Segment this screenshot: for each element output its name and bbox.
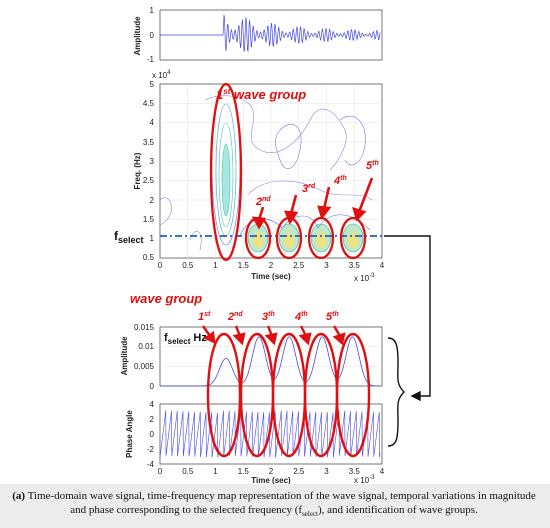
signal-ylabel: Amplitude: [133, 16, 142, 56]
caption-tail: ), and identification of wave groups.: [318, 504, 478, 516]
tf-grid: [160, 84, 382, 258]
magnitude-group-label-4: 4th: [294, 311, 308, 323]
tf-ytick: 2: [150, 196, 155, 205]
tf-group-label-4: 4th: [333, 175, 347, 187]
magnitude-ylabel: Amplitude: [120, 336, 129, 376]
tf-ytick: 5: [150, 80, 155, 89]
tf-xtick: 0: [158, 261, 163, 270]
phase-xtick: 2.5: [293, 467, 305, 476]
caption-text: Time-domain wave signal, time-frequency …: [25, 490, 536, 516]
tf-xtick: 4: [380, 261, 385, 270]
phase-ytick: -4: [147, 460, 155, 469]
phase-curve: [159, 410, 381, 458]
tf-xtick: 1: [213, 261, 218, 270]
phase-xticks: 0 0.5 1 1.5 2 2.5 3 3.5 4: [158, 467, 385, 476]
magnitude-ytick: 0.01: [138, 342, 154, 351]
phase-x-multiplier: x 10-3: [354, 475, 375, 484]
tf-ytick: 0.5: [143, 253, 155, 262]
magnitude-curve: [160, 336, 380, 387]
tf-x-multiplier: x 10-3: [354, 273, 375, 283]
phase-xtick: 3: [324, 467, 329, 476]
tf-yticks: 5 4.5 4 3.5 3 2.5 2 1.5 1 0.5: [143, 80, 155, 262]
figure-canvas: 1 0 -1 Amplitude: [114, 6, 431, 484]
tf-group-1-ellipse: [209, 82, 243, 262]
magnitude-group-label-2: 2nd: [227, 311, 243, 323]
caption-lead: (a): [12, 490, 26, 502]
magnitude-group-label-3: 3th: [262, 311, 275, 323]
tf-arrows: [251, 177, 374, 230]
magnitude-ytick: 0.015: [134, 323, 155, 332]
phase-ytick: 0: [150, 430, 155, 439]
tf-group-5-ellipse: [339, 216, 367, 260]
tf-ytick: 1: [150, 234, 155, 243]
magnitude-group-label-1: 1st: [198, 311, 211, 323]
tf-y-multiplier: x 104: [152, 70, 171, 80]
tf-ytick: 3: [150, 157, 155, 166]
magnitude-panel: wave group 0.015 0.01 0.005 0 Amplitude …: [120, 291, 383, 391]
signal-ytick: 0: [150, 31, 155, 40]
tf-xlabel: Time (sec): [251, 272, 291, 281]
tf-xtick: 2: [269, 261, 274, 270]
tf-fselect-label: fselect: [114, 229, 144, 245]
magnitude-group-label-5: 5th: [326, 311, 339, 323]
wave-group-title: wave group: [130, 291, 202, 306]
signal-panel: 1 0 -1 Amplitude: [133, 6, 383, 64]
tf-group-label-2: 2nd: [255, 196, 271, 208]
tf-first-group-label: 1st wave group: [216, 87, 306, 102]
phase-xtick: 1.5: [238, 467, 250, 476]
phase-xtick: 0: [158, 467, 163, 476]
signal-curve: [160, 14, 381, 53]
tf-xtick: 3: [324, 261, 329, 270]
phase-xtick: 0.5: [182, 467, 194, 476]
tf-ytick: 3.5: [143, 138, 155, 147]
tf-ytick: 2.5: [143, 176, 155, 185]
figure-caption: (a) Time-domain wave signal, time-freque…: [0, 484, 550, 528]
phase-ylabel: Phase Angle: [125, 410, 134, 458]
phase-ytick: 2: [150, 415, 155, 424]
tf-group-label-5: 5th: [366, 160, 379, 172]
magnitude-ytick: 0.005: [134, 362, 155, 371]
magnitude-ytick: 0: [150, 382, 155, 391]
magnitude-arrows: [202, 325, 346, 346]
tf-xticks: 0 0.5 1 1.5 2 2.5 3 3.5 4: [158, 261, 385, 270]
tf-xtick: 3.5: [349, 261, 361, 270]
signal-ytick: 1: [150, 6, 155, 15]
tf-map-panel: 1st wave group 2nd 3rd 4th 5th 5 4.5 4 3…: [114, 70, 385, 283]
tf-xtick: 0.5: [182, 261, 194, 270]
tf-ytick: 4: [150, 118, 155, 127]
tf-xtick: 2.5: [293, 261, 305, 270]
phase-ytick: -2: [147, 445, 155, 454]
fselect-connector: [384, 235, 431, 447]
phase-xtick: 2: [269, 467, 274, 476]
caption-subscript: select: [302, 510, 318, 519]
tf-group-label-3: 3rd: [302, 183, 316, 195]
tf-xtick: 1.5: [238, 261, 250, 270]
phase-ytick: 4: [150, 400, 155, 409]
wave-group-5-ellipse: [335, 332, 371, 458]
magnitude-group-labels: 1st 2nd 3th 4th 5th: [198, 311, 339, 323]
phase-panel: 4 2 0 -2 -4 Phase Angle 0 0.5 1 1.5 2 2.…: [125, 400, 385, 484]
phase-xtick: 1: [213, 467, 218, 476]
tf-ytick: 4.5: [143, 99, 155, 108]
tf-ylabel: Freq. (Hz): [133, 152, 142, 189]
magnitude-fselect-label: fselect Hz: [164, 332, 207, 346]
wave-group-ellipses: [206, 332, 371, 458]
phase-xlabel: Time (sec): [251, 476, 291, 484]
tf-ytick: 1.5: [143, 215, 155, 224]
phase-xtick: 3.5: [349, 467, 361, 476]
phase-xtick: 4: [380, 467, 385, 476]
signal-ytick: -1: [147, 55, 155, 64]
